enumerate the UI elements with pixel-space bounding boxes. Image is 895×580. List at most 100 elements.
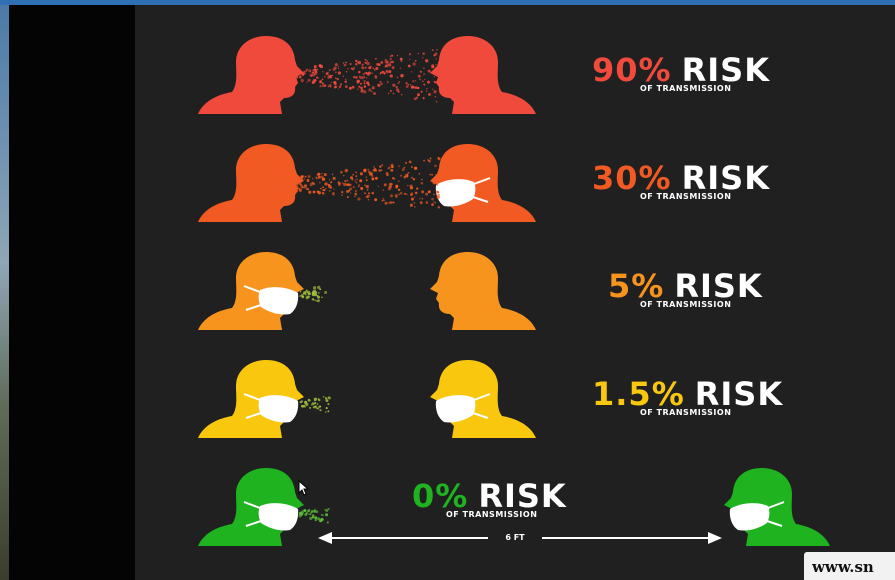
droplet bbox=[313, 65, 317, 69]
droplet bbox=[417, 52, 420, 55]
droplet bbox=[311, 292, 316, 296]
droplet bbox=[435, 58, 438, 60]
droplet bbox=[432, 88, 434, 91]
droplet bbox=[409, 58, 411, 61]
droplet bbox=[358, 70, 361, 74]
droplet bbox=[312, 289, 317, 293]
droplet bbox=[396, 54, 399, 57]
droplet bbox=[377, 185, 380, 188]
droplet bbox=[322, 395, 325, 398]
droplet bbox=[428, 92, 431, 96]
droplet bbox=[327, 85, 330, 88]
droplet bbox=[425, 192, 429, 196]
droplet bbox=[364, 61, 367, 64]
droplet bbox=[365, 77, 368, 79]
droplet bbox=[322, 85, 324, 87]
droplet bbox=[355, 181, 358, 184]
droplet bbox=[368, 88, 372, 92]
row-90-left-head bbox=[198, 36, 304, 114]
droplet bbox=[411, 166, 413, 168]
droplet bbox=[319, 409, 322, 412]
droplet bbox=[312, 71, 315, 74]
droplet bbox=[413, 202, 416, 204]
droplet bbox=[387, 187, 391, 191]
droplet bbox=[321, 296, 323, 299]
droplet bbox=[380, 61, 384, 64]
droplet bbox=[433, 90, 437, 94]
droplet bbox=[345, 71, 348, 73]
droplet bbox=[321, 191, 325, 195]
droplet bbox=[398, 165, 400, 167]
droplet bbox=[299, 183, 303, 186]
droplet bbox=[434, 95, 437, 98]
droplet bbox=[401, 94, 403, 96]
droplet bbox=[383, 199, 385, 202]
droplet bbox=[414, 59, 417, 62]
droplet bbox=[357, 185, 360, 188]
droplet bbox=[295, 81, 298, 85]
droplet bbox=[437, 206, 440, 209]
droplet bbox=[300, 175, 304, 179]
droplet bbox=[311, 81, 315, 84]
droplet bbox=[385, 172, 389, 175]
droplet bbox=[359, 172, 363, 176]
droplet bbox=[341, 194, 343, 196]
droplet bbox=[424, 78, 426, 81]
droplet bbox=[355, 62, 358, 66]
droplet bbox=[312, 294, 314, 297]
droplet bbox=[313, 397, 318, 401]
droplet bbox=[435, 67, 439, 71]
droplet bbox=[312, 182, 316, 186]
droplet bbox=[329, 83, 332, 87]
droplet bbox=[355, 171, 357, 174]
row-0-left-head bbox=[198, 468, 304, 546]
risk-subtitle: OF TRANSMISSION bbox=[640, 300, 732, 309]
droplet bbox=[342, 62, 345, 64]
droplet bbox=[327, 403, 330, 406]
droplet bbox=[359, 179, 363, 183]
droplet bbox=[360, 76, 364, 80]
droplet bbox=[360, 88, 364, 92]
droplet bbox=[337, 71, 341, 75]
droplet bbox=[398, 193, 401, 196]
droplet bbox=[363, 90, 367, 94]
droplet bbox=[379, 73, 382, 75]
droplet bbox=[315, 510, 319, 514]
droplet bbox=[414, 86, 418, 90]
droplet bbox=[314, 400, 316, 402]
droplet bbox=[391, 66, 395, 70]
risk-percent: 0% bbox=[412, 477, 469, 515]
droplet bbox=[414, 206, 416, 208]
droplet bbox=[338, 183, 341, 186]
droplet bbox=[401, 168, 405, 172]
droplet bbox=[313, 68, 317, 72]
droplet bbox=[306, 81, 308, 84]
risk-subtitle: OF TRANSMISSION bbox=[640, 84, 732, 93]
droplet bbox=[410, 193, 413, 197]
droplet bbox=[356, 80, 360, 84]
droplet bbox=[374, 57, 377, 60]
droplet bbox=[327, 508, 330, 511]
droplet bbox=[311, 516, 314, 519]
droplet bbox=[361, 63, 364, 66]
droplet bbox=[364, 58, 367, 61]
droplet bbox=[423, 83, 426, 86]
droplet bbox=[390, 182, 393, 186]
droplet bbox=[423, 73, 426, 76]
droplet bbox=[366, 59, 369, 62]
droplet bbox=[315, 177, 318, 180]
droplet bbox=[403, 192, 406, 195]
droplet bbox=[379, 71, 382, 74]
risk-percent: 5% bbox=[608, 267, 665, 305]
droplet bbox=[345, 61, 347, 64]
droplet bbox=[304, 185, 307, 187]
droplet bbox=[304, 513, 308, 516]
droplet bbox=[365, 179, 368, 182]
droplet bbox=[352, 173, 355, 176]
droplet bbox=[317, 172, 321, 176]
droplet bbox=[317, 517, 321, 521]
droplet bbox=[355, 175, 358, 178]
risk-word: RISK bbox=[681, 159, 770, 197]
droplet bbox=[389, 60, 393, 64]
